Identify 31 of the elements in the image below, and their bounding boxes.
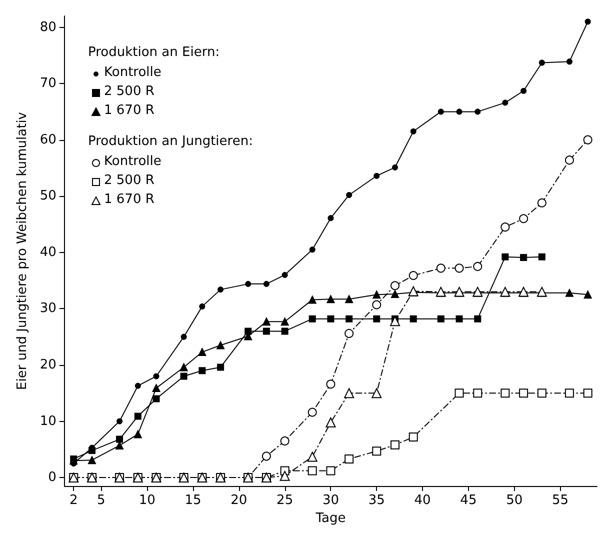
y-tick-label: 60 [40, 132, 56, 148]
x-tick-label: 15 [184, 493, 202, 508]
y-tick-label: 80 [40, 20, 56, 35]
annotation: Produktion an Eiern: [88, 45, 220, 60]
x-axis-title: Tage [314, 511, 346, 526]
legend-label: 1 670 R [104, 192, 154, 207]
y-tick-label: 50 [40, 188, 56, 204]
annotation: Produktion an Jungtieren: [88, 134, 253, 149]
x-tick-label: 30 [322, 493, 339, 508]
x-tick-label: 45 [460, 493, 477, 508]
x-tick-label: 55 [552, 493, 569, 508]
x-tick-label: 25 [276, 493, 294, 508]
legend-label: 2 500 R [104, 84, 154, 99]
x-tick-label: 35 [368, 493, 385, 508]
x-tick-label: 50 [506, 493, 523, 508]
y-tick-label: 30 [40, 301, 56, 316]
y-tick-label: 40 [40, 244, 56, 260]
legend-label: 2 500 R [104, 173, 154, 188]
x-tick-label: 5 [97, 493, 106, 508]
y-tick-label: 20 [40, 357, 56, 372]
legend-label: 1 670 R [104, 103, 154, 118]
x-tick-label: 2 [69, 493, 78, 508]
legend-label: Kontrolle [104, 154, 162, 169]
y-tick-label: 70 [40, 76, 56, 92]
x-tick-label: 20 [230, 493, 248, 508]
y-axis-title: Eier und Jungtiere pro Weibchen kumulativ [15, 112, 30, 390]
legend-label: Kontrolle [104, 65, 162, 80]
x-tick-label: 40 [414, 493, 431, 508]
x-tick-label: 10 [138, 493, 156, 508]
y-tick-label: 10 [40, 414, 56, 429]
y-tick-label: 0 [48, 470, 56, 486]
